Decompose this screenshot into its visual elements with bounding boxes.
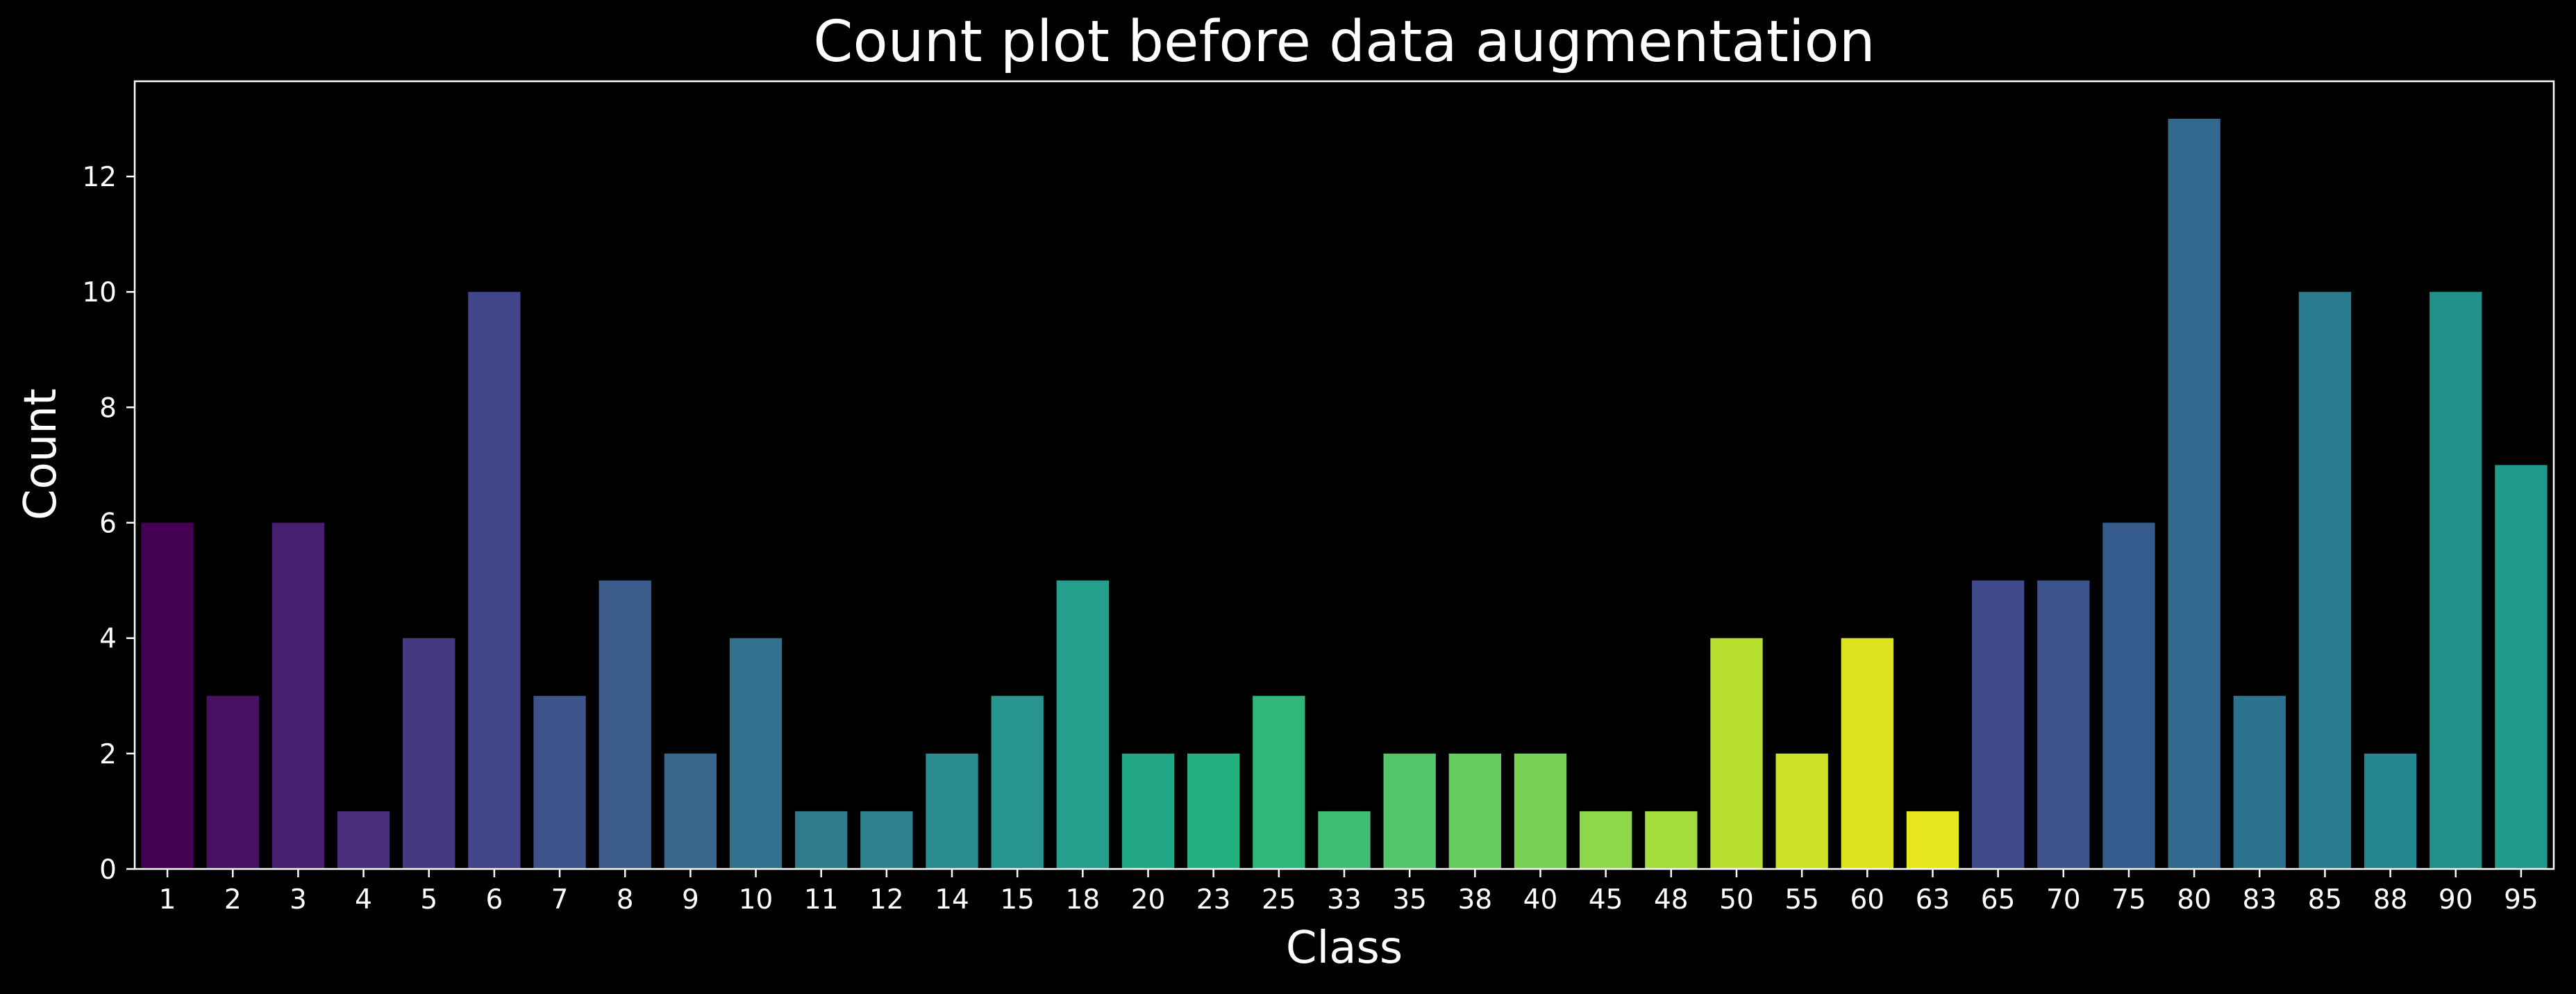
- x-tick-label: 12: [869, 884, 904, 916]
- bar-class-5: [403, 638, 455, 869]
- y-tick-label: 10: [82, 277, 117, 308]
- bar-class-70: [2037, 580, 2090, 869]
- x-tick-label: 5: [420, 884, 437, 916]
- bar-class-14: [926, 753, 978, 869]
- bar-class-60: [1841, 638, 1893, 869]
- bar-class-85: [2298, 292, 2352, 869]
- x-axis-ticks: 1 2 3 4 5 6 7 8 9 10 11 12 14 15 18 20 23 25 33 35 38 40 45 48 5…: [159, 869, 2539, 916]
- y-tick-label: 2: [99, 739, 117, 770]
- bar-class-48: [1645, 811, 1698, 869]
- x-tick-label: 83: [2242, 884, 2277, 916]
- bar-class-90: [2429, 292, 2482, 869]
- x-tick-label: 35: [1392, 884, 1427, 916]
- x-tick-label: 48: [1654, 884, 1689, 916]
- x-tick-label: 10: [739, 884, 773, 916]
- y-tick-label: 4: [99, 624, 117, 655]
- x-tick-label: 70: [2046, 884, 2081, 916]
- bar-class-3: [271, 522, 325, 869]
- bar-class-83: [2233, 695, 2286, 869]
- x-tick-label: 14: [935, 884, 969, 916]
- x-tick-label: 23: [1196, 884, 1231, 916]
- bar-class-45: [1579, 811, 1632, 869]
- bar-class-33: [1318, 811, 1371, 869]
- bar-class-8: [599, 580, 651, 869]
- x-tick-label: 9: [682, 884, 699, 916]
- x-tick-label: 40: [1523, 884, 1558, 916]
- x-tick-label: 90: [2439, 884, 2473, 916]
- x-tick-label: 2: [224, 884, 242, 916]
- bar-class-9: [664, 753, 717, 869]
- bar-class-15: [991, 695, 1044, 869]
- x-tick-label: 33: [1327, 884, 1362, 916]
- x-tick-label: 1: [159, 884, 176, 916]
- bar-class-75: [2102, 522, 2155, 869]
- x-tick-label: 60: [1850, 884, 1884, 916]
- x-tick-label: 4: [355, 884, 372, 916]
- bar-class-65: [1971, 580, 2025, 869]
- x-tick-label: 65: [1981, 884, 2016, 916]
- bar-class-20: [1121, 753, 1175, 869]
- bar-class-55: [1775, 753, 1828, 869]
- bar-class-38: [1448, 753, 1501, 869]
- bar-class-23: [1187, 753, 1240, 869]
- bar-class-35: [1383, 753, 1436, 869]
- chart-title: Count plot before data augmentation: [813, 9, 1875, 75]
- bar-class-63: [1906, 811, 1959, 869]
- bar-class-12: [860, 811, 913, 869]
- x-tick-label: 38: [1458, 884, 1493, 916]
- x-tick-label: 18: [1066, 884, 1101, 916]
- bar-class-80: [2168, 119, 2220, 869]
- x-tick-label: 63: [1916, 884, 1950, 916]
- bar-class-2: [206, 695, 259, 869]
- x-tick-label: 25: [1262, 884, 1296, 916]
- x-axis-label: Class: [1286, 922, 1403, 974]
- bar-class-7: [533, 695, 586, 869]
- x-tick-label: 15: [1000, 884, 1035, 916]
- bar-class-95: [2495, 465, 2548, 869]
- x-tick-label: 45: [1589, 884, 1623, 916]
- y-axis-label: Count: [15, 388, 67, 520]
- x-tick-label: 50: [1719, 884, 1754, 916]
- y-tick-label: 6: [99, 508, 117, 540]
- x-tick-label: 20: [1131, 884, 1166, 916]
- bar-class-88: [2364, 753, 2417, 869]
- x-tick-label: 95: [2504, 884, 2539, 916]
- y-tick-label: 12: [82, 162, 117, 193]
- bars-layer: [141, 119, 2548, 869]
- x-tick-label: 75: [2111, 884, 2146, 916]
- bar-class-1: [141, 522, 194, 869]
- x-tick-label: 88: [2373, 884, 2408, 916]
- y-axis-ticks: 0 2 4 6 8 10 12: [82, 162, 135, 886]
- y-tick-label: 8: [99, 392, 117, 424]
- bar-class-18: [1056, 580, 1110, 869]
- x-tick-label: 6: [485, 884, 503, 916]
- bar-class-10: [729, 638, 783, 869]
- bar-class-50: [1710, 638, 1763, 869]
- x-tick-label: 3: [290, 884, 307, 916]
- x-tick-label: 11: [804, 884, 839, 916]
- bar-class-6: [468, 292, 521, 869]
- bar-class-11: [795, 811, 848, 869]
- x-tick-label: 8: [617, 884, 634, 916]
- bar-class-40: [1514, 753, 1567, 869]
- x-tick-label: 7: [551, 884, 569, 916]
- x-tick-label: 55: [1784, 884, 1819, 916]
- y-tick-label: 0: [99, 854, 117, 886]
- x-tick-label: 85: [2308, 884, 2343, 916]
- bar-class-25: [1253, 695, 1305, 869]
- x-tick-label: 80: [2177, 884, 2211, 916]
- bar-class-4: [337, 811, 390, 869]
